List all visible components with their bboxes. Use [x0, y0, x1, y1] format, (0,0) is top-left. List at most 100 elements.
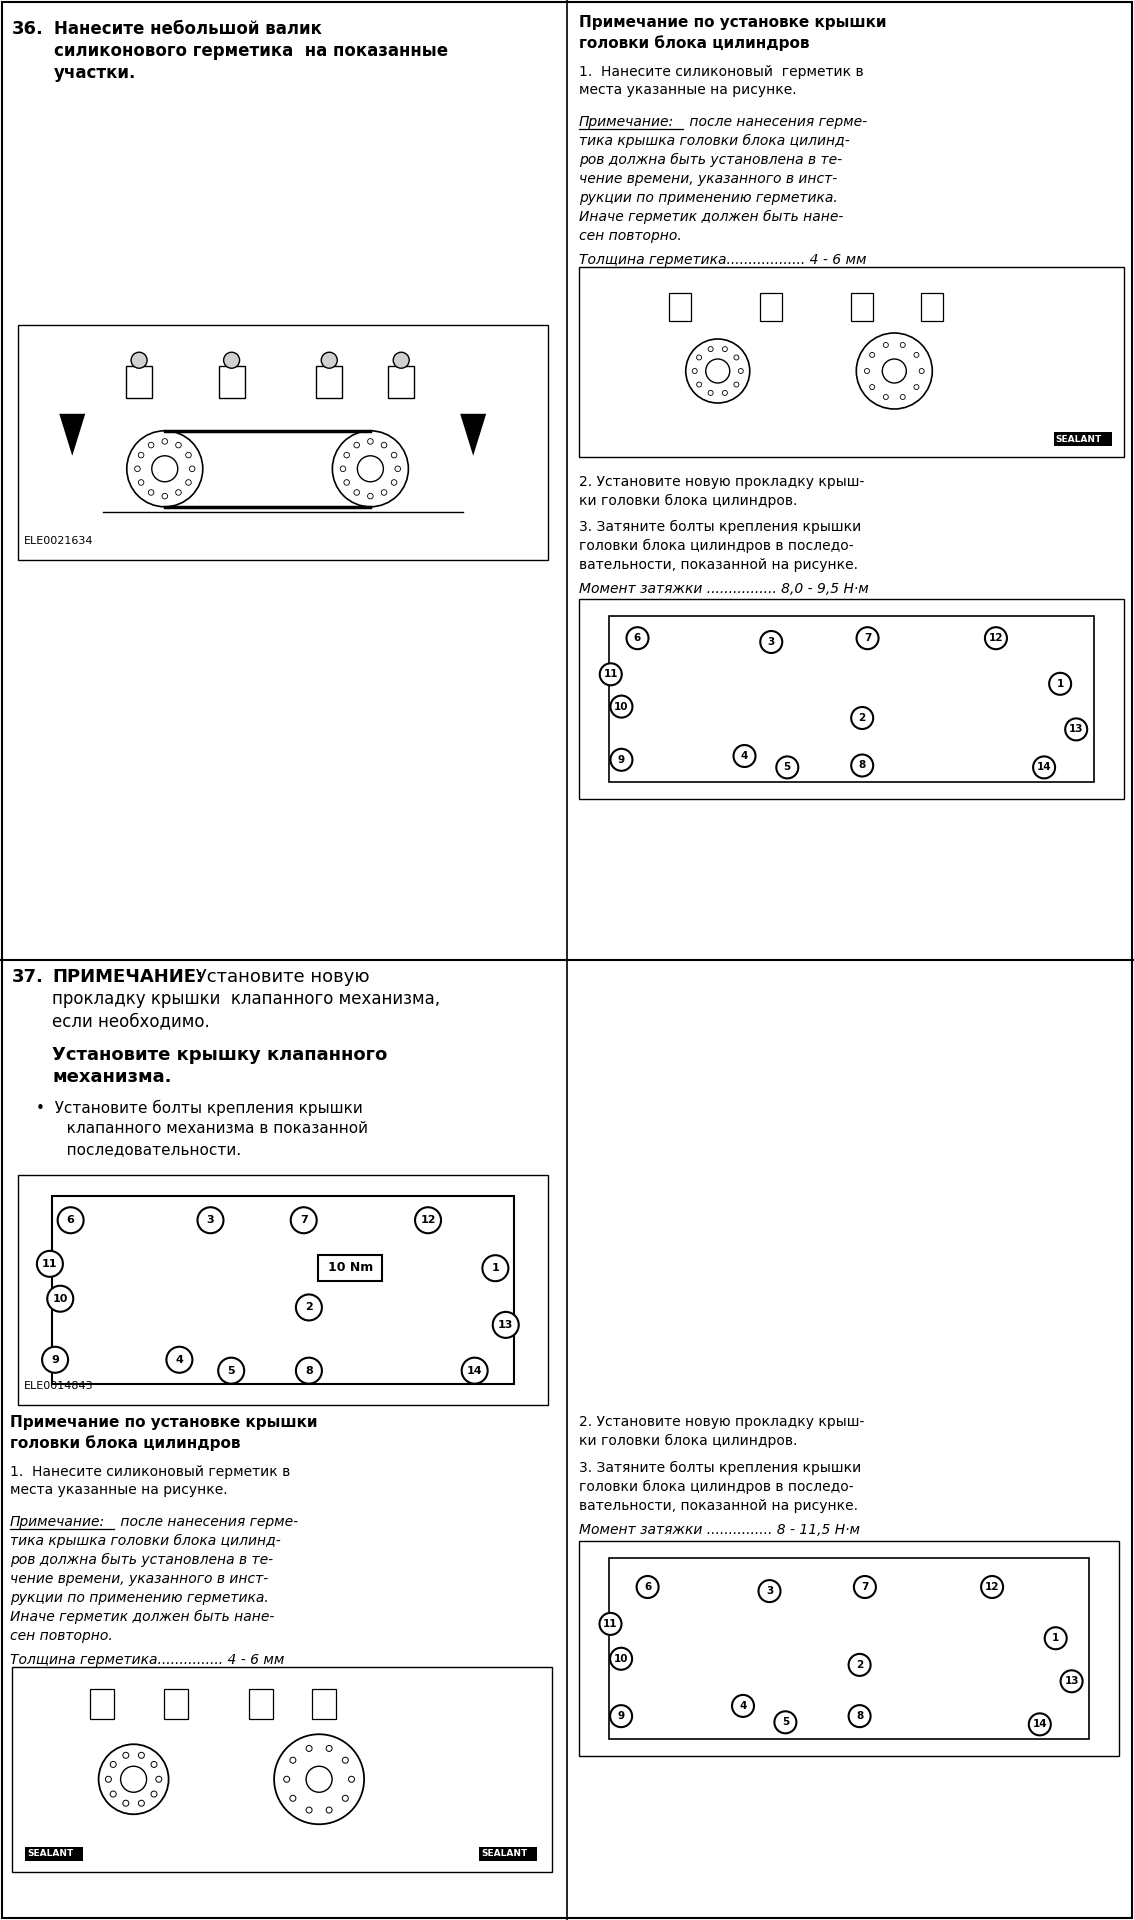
Text: 14: 14: [467, 1365, 482, 1375]
Circle shape: [722, 390, 727, 396]
Text: SEALANT: SEALANT: [1055, 434, 1101, 444]
Text: 8: 8: [858, 760, 866, 770]
Circle shape: [58, 1208, 84, 1233]
Bar: [479, 1847, 538, 1860]
Circle shape: [344, 480, 349, 486]
Circle shape: [759, 1580, 780, 1601]
Text: головки блока цилиндров: головки блока цилиндров: [579, 35, 810, 50]
Circle shape: [296, 1357, 322, 1384]
Circle shape: [105, 1776, 111, 1782]
Text: последовательности.: последовательности.: [52, 1142, 242, 1158]
Bar: [219, 367, 245, 397]
Bar: [319, 1256, 382, 1281]
Text: 10: 10: [613, 1653, 628, 1665]
Circle shape: [132, 351, 147, 369]
Text: SEALANT: SEALANT: [27, 1849, 74, 1859]
Circle shape: [290, 1208, 316, 1233]
Circle shape: [610, 749, 633, 770]
Text: 5: 5: [228, 1365, 235, 1375]
Circle shape: [354, 490, 359, 495]
Text: ELE0021634: ELE0021634: [24, 536, 93, 545]
Circle shape: [870, 384, 874, 390]
Text: 12: 12: [984, 1582, 999, 1592]
Text: силиконового герметика  на показанные: силиконового герметика на показанные: [54, 42, 448, 60]
Circle shape: [306, 1807, 312, 1812]
Text: 2: 2: [856, 1661, 863, 1670]
Text: 5: 5: [781, 1716, 789, 1728]
Circle shape: [760, 632, 782, 653]
Circle shape: [920, 369, 924, 374]
Circle shape: [883, 342, 888, 348]
Circle shape: [981, 1576, 1004, 1597]
Text: 37.: 37.: [12, 968, 44, 987]
Circle shape: [151, 1791, 156, 1797]
Circle shape: [342, 1757, 348, 1763]
Text: 4: 4: [741, 751, 748, 760]
Text: ров должна быть установлена в те-: ров должна быть установлена в те-: [579, 154, 843, 167]
Text: Момент затяжки ............... 8 - 11,5 Н·м: Момент затяжки ............... 8 - 11,5 …: [579, 1523, 860, 1538]
Text: 6: 6: [67, 1215, 75, 1225]
Text: 14: 14: [1036, 762, 1051, 772]
Text: Примечание:: Примечание:: [10, 1515, 105, 1528]
Circle shape: [149, 490, 154, 495]
Text: SEALANT: SEALANT: [481, 1849, 527, 1859]
Circle shape: [733, 1695, 754, 1716]
Circle shape: [381, 442, 387, 447]
Text: 11: 11: [603, 670, 618, 680]
Circle shape: [138, 1801, 144, 1807]
Circle shape: [738, 369, 743, 374]
Circle shape: [1033, 756, 1055, 778]
Text: ПРИМЕЧАНИЕ:: ПРИМЕЧАНИЕ:: [52, 968, 203, 987]
Text: 9: 9: [618, 755, 625, 764]
Text: после нанесения герме-: после нанесения герме-: [685, 115, 868, 129]
Circle shape: [1065, 718, 1088, 741]
Bar: [579, 267, 1124, 457]
Circle shape: [610, 1705, 632, 1728]
Bar: [126, 367, 152, 397]
Circle shape: [135, 467, 141, 472]
Text: ров должна быть установлена в те-: ров должна быть установлена в те-: [10, 1553, 273, 1567]
Circle shape: [186, 453, 192, 457]
Text: 6: 6: [644, 1582, 651, 1592]
Text: 9: 9: [51, 1356, 59, 1365]
Text: чение времени, указанного в инст-: чение времени, указанного в инст-: [10, 1572, 269, 1586]
Text: места указанные на рисунке.: места указанные на рисунке.: [10, 1482, 228, 1498]
Circle shape: [734, 382, 739, 388]
Text: Толщина герметика............... 4 - 6 мм: Толщина герметика............... 4 - 6 м…: [10, 1653, 285, 1667]
Bar: [164, 1690, 188, 1720]
Text: ки головки блока цилиндров.: ки головки блока цилиндров.: [579, 1434, 797, 1448]
Circle shape: [1029, 1713, 1051, 1736]
Text: головки блока цилиндров в последо-: головки блока цилиндров в последо-: [579, 1480, 854, 1494]
Bar: [921, 294, 942, 321]
Circle shape: [848, 1653, 871, 1676]
Circle shape: [900, 394, 905, 399]
Text: 14: 14: [1032, 1718, 1047, 1730]
Circle shape: [610, 1647, 632, 1670]
Circle shape: [852, 707, 873, 730]
Text: если необходимо.: если необходимо.: [52, 1012, 210, 1029]
Circle shape: [1060, 1670, 1083, 1692]
Text: Нанесите небольшой валик: Нанесите небольшой валик: [54, 19, 322, 38]
Polygon shape: [59, 415, 85, 455]
Circle shape: [306, 1745, 312, 1751]
Bar: [52, 1196, 514, 1384]
Circle shape: [1044, 1628, 1067, 1649]
Text: 7: 7: [864, 634, 871, 643]
Circle shape: [284, 1776, 289, 1782]
Bar: [609, 1557, 1089, 1740]
Circle shape: [462, 1357, 488, 1384]
Circle shape: [914, 353, 919, 357]
Text: 3: 3: [206, 1215, 214, 1225]
Text: 13: 13: [498, 1319, 514, 1331]
Circle shape: [340, 467, 346, 472]
Text: Примечание:: Примечание:: [579, 115, 674, 129]
Circle shape: [138, 480, 144, 486]
Circle shape: [176, 442, 181, 447]
Circle shape: [122, 1753, 129, 1759]
Circle shape: [775, 1711, 796, 1734]
Text: участки.: участки.: [54, 63, 136, 83]
Text: тика крышка головки блока цилинд-: тика крышка головки блока цилинд-: [579, 134, 849, 148]
Circle shape: [734, 355, 739, 359]
Text: 1: 1: [491, 1263, 499, 1273]
Text: 13: 13: [1065, 1676, 1078, 1686]
